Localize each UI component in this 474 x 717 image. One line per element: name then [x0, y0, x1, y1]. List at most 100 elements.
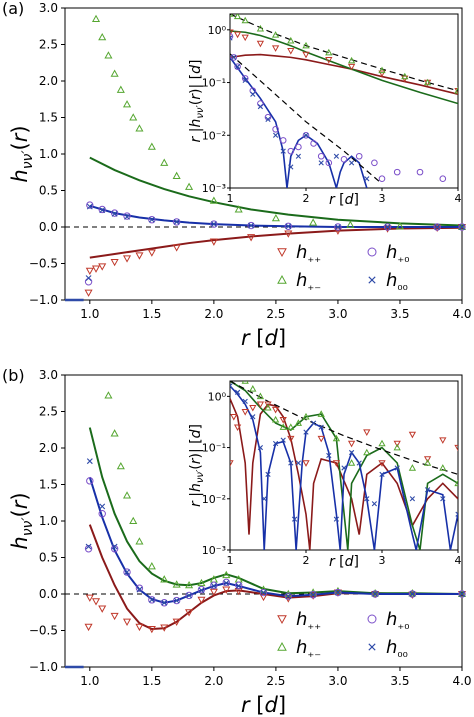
data-point-h_00: [372, 591, 379, 597]
data-point-h_p0: [433, 223, 441, 231]
data-point-h_pm: [209, 196, 218, 204]
data-point-h_00: [310, 591, 317, 598]
data-point-h_pm: [346, 220, 355, 228]
data-point-h_00: [85, 543, 92, 550]
inset-point-h_00-stroke: [295, 460, 302, 466]
data-point-h_00: [235, 583, 242, 589]
y-tick-label: −0.5: [29, 257, 58, 271]
data-point-h_00-stroke: [248, 222, 255, 229]
inset-x-tick-label: 2: [303, 192, 310, 205]
inset-point-h_pp: [256, 401, 265, 409]
inset-point-h_pp: [347, 63, 356, 71]
data-point-h_pp: [110, 258, 119, 267]
data-point-h_00: [173, 597, 180, 604]
inset-point-h_pm: [279, 423, 287, 430]
inset-point-h_pp: [439, 437, 447, 444]
inset-point-h_p0: [230, 33, 234, 40]
data-point-h_p0: [197, 585, 206, 594]
data-point-h_00-stroke: [459, 591, 465, 597]
inset-point-h_00: [394, 465, 400, 471]
data-point-h_p0: [259, 588, 268, 597]
inset-y-tick-label: 10⁻²: [202, 493, 226, 506]
data-point-h_00-stroke: [148, 216, 155, 223]
data-point-h_pm: [160, 575, 169, 583]
inset-x-tick-label: 4: [455, 554, 462, 567]
inset-point-h_pm: [378, 66, 386, 74]
data-point-h_00: [148, 216, 155, 223]
inset-point-h_00: [455, 511, 458, 517]
data-point-h_pp: [122, 255, 132, 263]
data-point-h_00-stroke: [459, 224, 465, 230]
inset-point-h_00: [288, 164, 294, 170]
inset-plot-area: [230, 14, 458, 188]
inset-point-h_00-stroke: [261, 496, 267, 502]
x-tick-label: 1.5: [142, 307, 161, 321]
data-point-h_00: [198, 587, 205, 594]
inset-point-h_pm: [271, 415, 280, 423]
inset-point-h_00-stroke: [348, 449, 355, 456]
data-point-h_00: [124, 569, 130, 576]
inset-point-h_00: [409, 496, 416, 502]
data-point-h_00-stroke: [111, 543, 118, 550]
inset-point-h_00: [295, 153, 302, 159]
data-point-h_p0: [247, 221, 255, 230]
inset-point-h_pm: [256, 392, 265, 400]
y-tick-label: 0.5: [39, 184, 58, 198]
inset-point-h_00: [250, 414, 256, 420]
inset-point-h_00-stroke: [272, 132, 279, 138]
data-point-h_pm: [129, 516, 138, 525]
inset-point-h_pm: [264, 403, 272, 411]
inset-point-h_pm: [454, 479, 458, 487]
data-point-h_pm: [122, 491, 132, 499]
data-point-h_pp: [185, 609, 194, 617]
inset-point-h_pm: [363, 448, 371, 456]
inset-point-h_00: [230, 383, 233, 389]
inset-point-h_pp: [325, 57, 333, 64]
inset-point-h_p0: [287, 147, 295, 155]
data-point-h_00: [148, 596, 155, 603]
data-point-h_p0: [234, 581, 243, 589]
data-point-h_p0: [98, 510, 106, 518]
inset-point-h_pp: [317, 435, 325, 443]
inset-point-h_00-stroke: [364, 176, 370, 182]
data-point-h_pm: [104, 51, 113, 59]
legend-label-h_p0: h₊₀: [386, 242, 410, 266]
inset-point-h_pm: [302, 412, 310, 420]
data-point-h_pp: [135, 623, 144, 632]
inset-point-h_pm: [378, 439, 386, 447]
inset-point-h_pm: [408, 464, 417, 471]
inset-point-h_p0: [279, 137, 287, 144]
data-point-h_p0: [458, 590, 466, 598]
x-axis-label: r [d]: [241, 326, 286, 350]
y-tick-label: 0.0: [39, 587, 58, 601]
data-point-h_00-stroke: [434, 224, 441, 230]
inset-point-h_00-stroke: [326, 452, 332, 459]
x-tick-label: 2.5: [266, 674, 285, 688]
inset-point-h_00: [326, 452, 332, 459]
x-tick-label: 2.0: [204, 674, 223, 688]
inset-point-h_pm: [439, 464, 447, 471]
inset-point-h_00: [364, 176, 370, 182]
inset-point-h_00: [234, 64, 241, 70]
inset-point-h_00: [348, 449, 355, 456]
x-tick-label: 2.5: [266, 307, 285, 321]
panel-1: (b) −1.0 −0.5 0.0 0.5 1.0 1.5 2.0 2.5 3.0 1.0 1.5 2.…: [2, 366, 472, 717]
data-point-h_00: [409, 591, 416, 597]
data-point-h_00-stroke: [99, 503, 106, 510]
inset-point-h_00-stroke: [257, 444, 264, 451]
data-point-h_00: [223, 580, 230, 586]
inset-point-h_pm: [423, 459, 432, 466]
inset-plot: 1 2 3 4 10⁰ 10⁻¹ 10⁻² 10⁻³ r [d] r |hνν′(r)| [d]: [188, 13, 462, 208]
inset-point-h_00: [295, 460, 302, 466]
inset-point-h_00: [333, 516, 340, 522]
inset-point-h_pp: [249, 404, 257, 412]
data-point-h_p0: [123, 212, 131, 220]
inset-point-h_pm: [332, 434, 341, 442]
inset-point-h_00: [341, 465, 347, 471]
data-point-h_pp: [91, 598, 101, 606]
inset-point-h_pp: [408, 431, 417, 439]
inset-point-h_00: [424, 487, 431, 493]
inset-point-h_00: [348, 160, 355, 166]
inset-point-h_p0: [325, 159, 333, 167]
y-tick-label: 0.0: [39, 220, 58, 234]
